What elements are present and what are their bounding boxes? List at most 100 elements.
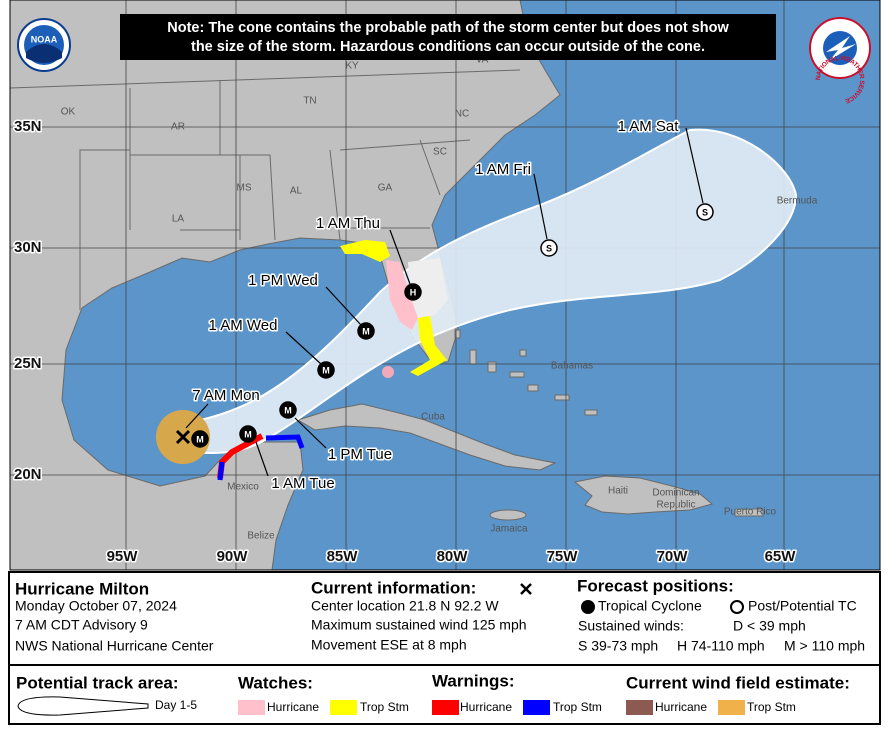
winds-d: D < 39 mph [733, 618, 806, 634]
leader-line [685, 127, 704, 204]
track-day: Day 1-5 [155, 698, 197, 712]
forecast-label: 1 AM Sat [618, 118, 680, 135]
forecast-marker [357, 322, 375, 340]
forecast-marker [540, 239, 558, 257]
land-jamaica [489, 509, 527, 521]
forecast-label: 1 PM Tue [328, 446, 392, 463]
current-line: Maximum sustained wind 125 mph [311, 617, 527, 633]
forecast-track: M 7 AM Mon M 1 AM Tue M 1 PM Tue M 1 AM Wed M 1 P… [175, 116, 714, 493]
tropical-icon [581, 600, 595, 614]
wind-label: Trop Stm [747, 700, 796, 714]
place-label: Bermuda [777, 196, 818, 207]
forecast-marker [696, 203, 714, 221]
forecast-marker [404, 283, 422, 301]
place-label: Republic [657, 500, 696, 511]
note-line: Note: The cone contains the probable pat… [167, 20, 729, 36]
current-icon [520, 583, 532, 595]
post-icon [730, 600, 744, 614]
warning-label: Hurricane [460, 700, 512, 714]
lon-label: 95W [107, 548, 139, 565]
forecast-symbol: S [702, 207, 708, 217]
place-label: GA [378, 183, 393, 194]
forecast-symbol: M [196, 434, 204, 444]
place-label: Mexico [227, 482, 259, 493]
track-icon [17, 696, 149, 716]
winds-title: Sustained winds: [578, 618, 684, 634]
warning-label: Trop Stm [553, 700, 602, 714]
land-florida-east [408, 258, 448, 318]
wind-trop-stm-swatch [718, 700, 745, 715]
watches-title: Watches: [238, 673, 313, 692]
forecast-label: 1 PM Wed [248, 272, 318, 289]
storm-advisory: 7 AM CDT Advisory 9 [15, 617, 148, 633]
forecast-symbol: S [546, 243, 552, 253]
lon-label: 85W [327, 548, 359, 565]
place-label: KY [345, 61, 359, 72]
place-label: SC [433, 147, 447, 158]
leader-line [185, 403, 209, 429]
storm-date: Monday October 07, 2024 [15, 598, 177, 614]
warning-hurricane-swatch [432, 700, 459, 715]
lon-label: 80W [437, 548, 469, 565]
forecast-symbol: M [362, 326, 370, 336]
place-label: Haiti [608, 486, 628, 497]
place-label: TN [303, 96, 316, 107]
place-label: NC [455, 109, 469, 120]
winds-m: M > 110 mph [784, 638, 865, 654]
place-label: LA [172, 214, 185, 225]
current-position [175, 429, 191, 445]
warning-trop-stm-swatch [523, 700, 550, 715]
storm-center: NWS National Hurricane Center [15, 638, 214, 654]
leader-line [285, 331, 322, 365]
coord-labels: 35N 30N 25N 20N 95W 90W 85W 80W 75W 70W 65W [13, 116, 798, 566]
forecast-symbol: M [284, 405, 292, 415]
winds-h: H 74-110 mph [677, 638, 765, 654]
leader-line [533, 173, 548, 240]
storm-name: Hurricane Milton [15, 579, 149, 598]
forecast-tropical: Tropical Cyclone [598, 598, 702, 614]
place-label: VA [476, 55, 489, 66]
map-frame [9, 0, 881, 571]
watch-label: Trop Stm [360, 700, 409, 714]
current-line: Center location 21.8 N 92.2 W [311, 598, 499, 614]
lon-label: 90W [217, 548, 249, 565]
watch-trop-stm-swatch [330, 700, 357, 715]
lon-label: 75W [547, 548, 579, 565]
watch-trop-stm-south-florida [410, 315, 447, 376]
forecast-symbol: H [410, 287, 417, 297]
place-label: Cuba [421, 412, 445, 423]
leader-line [255, 441, 269, 477]
land-bahamas [454, 329, 598, 416]
marker-pink [382, 366, 394, 378]
watch-hurricane-swatch [238, 700, 265, 715]
leader-line [294, 417, 327, 449]
forecast-label: 1 AM Thu [316, 215, 380, 232]
note-box [120, 14, 776, 60]
place-label: Belize [247, 531, 275, 542]
lon-label: 70W [657, 548, 689, 565]
forecast-marker [317, 361, 335, 379]
forecast-cone [184, 128, 798, 454]
lat-label: 20N [14, 466, 42, 483]
panel-frame [8, 571, 881, 725]
forecast-marker [239, 425, 257, 443]
watch-trop-stm-panhandle [340, 240, 390, 262]
forecast-title: Forecast positions: [577, 576, 734, 595]
warning-trop-stm-west [217, 461, 225, 481]
lat-label: 25N [14, 355, 42, 372]
watch-label: Hurricane [267, 700, 319, 714]
noaa-logo: NOAA [17, 18, 71, 72]
noaa-text: NOAA [31, 34, 58, 44]
warnings-title: Warnings: [432, 671, 514, 690]
lon-label: 65W [765, 548, 797, 565]
wind-label: Hurricane [655, 700, 707, 714]
lat-label: 30N [14, 239, 42, 256]
forecast-label: 7 AM Mon [192, 387, 260, 404]
forecast-label: 1 AM Wed [209, 317, 278, 334]
place-label: Bahamas [551, 361, 593, 372]
forecast-marker [191, 430, 209, 448]
forecast-symbol: M [322, 365, 330, 375]
warning-trop-stm-east [265, 434, 305, 449]
land-puerto-rico [734, 508, 764, 517]
